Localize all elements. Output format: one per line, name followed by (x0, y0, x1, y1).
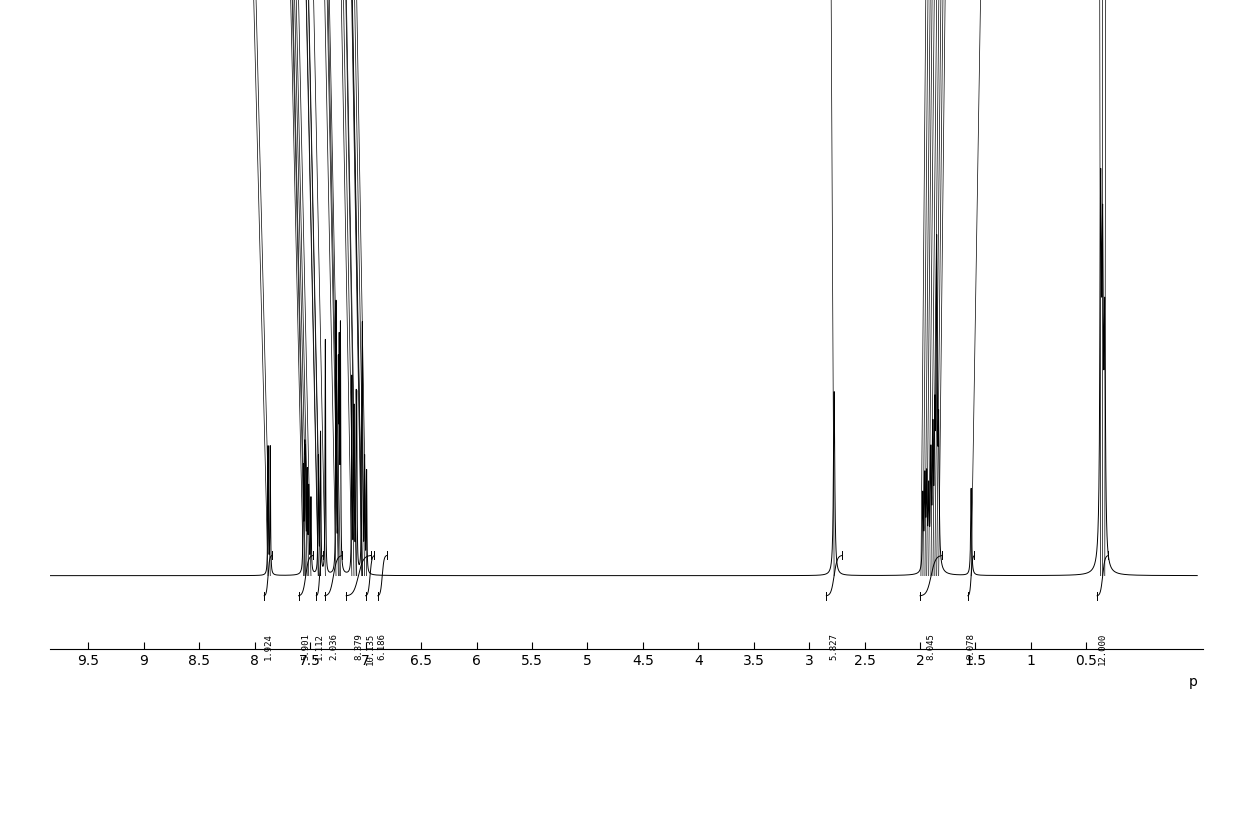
Text: 8.379: 8.379 (353, 632, 363, 660)
Text: 1.924: 1.924 (264, 632, 273, 660)
Text: 8.045: 8.045 (926, 632, 936, 660)
Text: 6.186: 6.186 (378, 632, 387, 660)
Text: 5.901: 5.901 (301, 632, 310, 660)
Text: 10.135: 10.135 (366, 632, 374, 665)
Text: p: p (1188, 676, 1198, 689)
Text: 6.078: 6.078 (967, 632, 976, 660)
Text: 12.000: 12.000 (1099, 632, 1107, 665)
Text: 5.827: 5.827 (830, 632, 838, 660)
Text: 1.112: 1.112 (315, 632, 324, 660)
Text: 2.036: 2.036 (329, 632, 339, 660)
